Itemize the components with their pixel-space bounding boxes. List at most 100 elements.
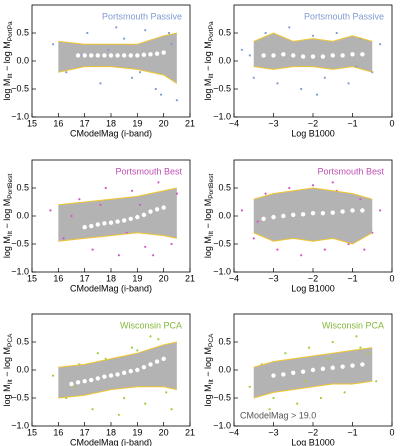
y-label-part: log M (2, 236, 12, 258)
y-axis-label: log MIlt − log MPortPa (2, 21, 13, 101)
y-label-subscript: Ilt (7, 379, 14, 384)
median-point (128, 368, 133, 374)
x-tick-label: 16 (53, 427, 63, 437)
x-tick-label: 15 (27, 118, 37, 128)
data-point (363, 248, 366, 251)
median-point (154, 359, 160, 364)
median-point (261, 216, 266, 221)
percentile-line (253, 187, 373, 200)
data-point (240, 48, 243, 51)
data-point (130, 346, 134, 349)
y-tick-label: −1.0 (213, 420, 231, 430)
y-tick-label: 0.0 (16, 364, 29, 374)
x-tick-label: 16 (53, 118, 63, 128)
plot-area (51, 26, 178, 102)
median-point (350, 363, 355, 368)
data-point (355, 335, 358, 338)
x-tick-label: 15 (27, 273, 37, 283)
median-point (69, 381, 74, 387)
y-tick-label: 0.5 (16, 27, 29, 37)
data-point (144, 402, 147, 405)
x-tick-label: 21 (185, 118, 195, 128)
x-tick-label: 0 (389, 118, 394, 128)
data-point (343, 391, 346, 394)
x-tick-label: −4 (229, 118, 239, 128)
data-point (130, 189, 134, 192)
median-point (161, 356, 166, 361)
data-point (51, 43, 55, 46)
data-point (296, 402, 299, 405)
y-label-subscript: PCA (7, 333, 14, 347)
y-tick-label: 0.5 (218, 182, 231, 192)
plot-area (240, 181, 382, 257)
plot-area (51, 335, 177, 416)
median-point (291, 370, 296, 375)
panel: −4 −3 −2 −1 0 −1.0 −0.5 0.0 0.5 Log B1000 log MIlt… (203, 313, 395, 446)
median-point (310, 54, 316, 59)
y-label-part: − log M (2, 41, 12, 73)
y-tick-label: 0.5 (16, 182, 29, 192)
panel-label: Portsmouth Passive (102, 11, 182, 21)
panel-label: Wisconsin PCA (322, 320, 384, 330)
y-tick-label: 0.0 (16, 55, 29, 65)
percentile-line (58, 386, 177, 399)
data-point (276, 248, 279, 251)
median-point (300, 54, 306, 59)
density-band (58, 188, 177, 242)
y-tick-label: −0.5 (213, 238, 231, 248)
median-point (271, 214, 276, 220)
data-point (91, 408, 94, 411)
data-point (99, 82, 102, 85)
data-point (331, 340, 334, 344)
data-point (367, 352, 370, 355)
median-point (141, 212, 147, 218)
data-point (335, 31, 338, 35)
y-tick-label: 0.0 (218, 55, 231, 65)
median-point (89, 223, 94, 229)
median-point (128, 53, 133, 58)
y-axis-label: log MIlt − log MPCA (203, 333, 214, 406)
median-point (115, 372, 120, 377)
x-tick-label: 20 (159, 118, 169, 128)
x-tick-label: 0 (389, 427, 394, 437)
y-tick-label: −1.0 (213, 266, 231, 276)
y-tick-label: 0.5 (16, 336, 29, 346)
y-label-subscript: PortPa (7, 21, 14, 41)
data-point (125, 231, 128, 234)
median-point (154, 207, 160, 212)
median-point (82, 53, 87, 58)
median-point (135, 53, 140, 58)
x-tick-label: −3 (268, 118, 278, 128)
median-point (271, 53, 276, 58)
y-label-subscript: PortBest (7, 174, 14, 199)
panel-label: Portsmouth Best (317, 166, 384, 176)
data-point (252, 237, 255, 240)
data-point (73, 385, 76, 388)
median-point (82, 225, 87, 230)
data-point (144, 245, 147, 248)
median-point (281, 213, 286, 219)
x-tick-label: −1 (347, 118, 357, 128)
data-point (264, 31, 267, 35)
median-point (161, 205, 166, 210)
x-tick-label: −2 (308, 427, 318, 437)
y-axis-label: log MIlt − log MPCA (2, 333, 13, 406)
data-point (327, 357, 330, 360)
median-point (108, 373, 114, 378)
data-point (96, 352, 99, 355)
x-tick-label: −4 (229, 273, 239, 283)
panel-label: Portsmouth Passive (304, 11, 384, 21)
data-point (175, 192, 178, 195)
median-point (300, 212, 306, 217)
x-tick-label: 18 (106, 427, 116, 437)
median-point (310, 211, 316, 216)
y-label-subscript: PCA (208, 333, 215, 347)
median-point (291, 53, 296, 58)
median-point (82, 379, 87, 384)
x-tick-label: 19 (132, 118, 142, 128)
data-point (272, 396, 275, 400)
data-point (138, 71, 142, 74)
median-point (121, 218, 127, 223)
data-point (323, 248, 326, 251)
panel-label: Portsmouth Best (115, 166, 182, 176)
